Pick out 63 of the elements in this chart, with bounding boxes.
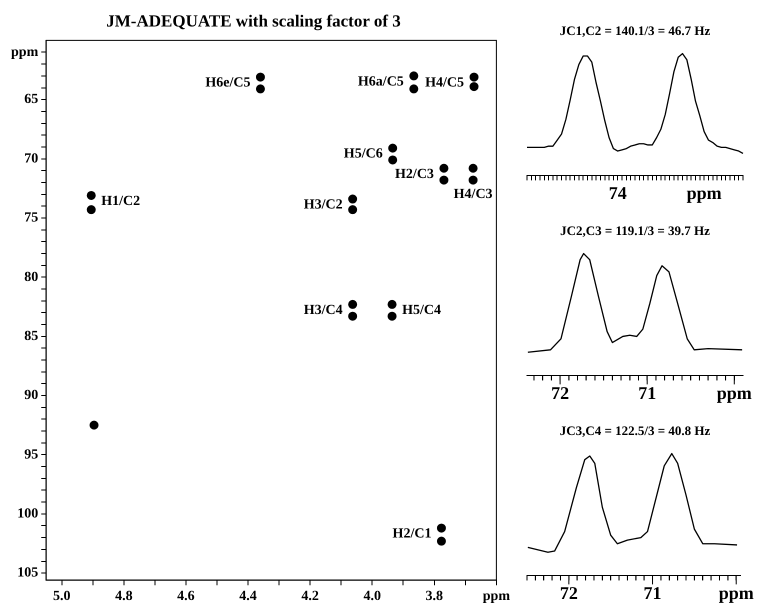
x-tick-label: 4.4 [239, 589, 257, 604]
point [388, 312, 397, 321]
point [388, 144, 398, 153]
point [439, 164, 448, 173]
y-tick-label: 65 [24, 92, 38, 108]
x-tick-label: ppm [718, 582, 754, 603]
point [86, 190, 96, 200]
x-tick-label: ppm [482, 589, 510, 604]
annotation: H2/C1 [392, 526, 432, 542]
point [388, 300, 397, 309]
annotation: H6e/C5 [205, 76, 250, 91]
point [468, 176, 478, 185]
x-tick-label: 4.2 [301, 589, 319, 604]
annotation: H6a/C5 [358, 74, 404, 90]
point [470, 72, 479, 82]
annotation: H1/C2 [101, 194, 140, 210]
x-tick-label: 72 [560, 582, 578, 603]
point [348, 194, 358, 204]
chart-title: JC3,C4 = 122.5/3 = 40.8 Hz [560, 423, 711, 438]
point [388, 155, 398, 164]
x-tick-label: ppm [716, 382, 752, 403]
y-tick-label: 100 [17, 506, 38, 522]
point [348, 205, 358, 214]
y-tick-label: 70 [24, 151, 38, 166]
annotation: H5/C6 [344, 146, 383, 162]
point [439, 176, 448, 185]
x-tick-label: 4.8 [115, 589, 133, 604]
point [256, 84, 265, 94]
annotation: H5/C4 [402, 302, 441, 318]
annotation: H3/C4 [304, 302, 343, 318]
x-tick-label: 71 [638, 382, 656, 403]
y-tick-label: 80 [24, 270, 38, 285]
annotation: H2/C3 [395, 166, 434, 182]
chart-title: JC2,C3 = 119.1/3 = 39.7 Hz [560, 223, 710, 238]
point [90, 420, 99, 430]
point [409, 84, 418, 94]
x-tick-label: 71 [644, 582, 662, 603]
y-tick-label: 90 [24, 388, 38, 404]
x-tick-label: 5.0 [53, 589, 71, 604]
x-tick-label: 72 [551, 382, 570, 403]
y-tick-label: 105 [17, 566, 38, 581]
point [409, 71, 418, 80]
chart-title: JM-ADEQUATE with scaling factor of 3 [106, 12, 401, 31]
y-tick-label: 85 [24, 328, 38, 344]
annotation: H3/C2 [304, 198, 343, 213]
point [348, 312, 358, 321]
point [348, 300, 358, 309]
point [468, 164, 478, 173]
x-tick-label: 3.8 [426, 589, 444, 604]
x-tick-label: 4.6 [177, 589, 195, 604]
y-tick-label: 75 [24, 210, 38, 226]
point [86, 205, 96, 214]
annotation: H4/C3 [454, 186, 493, 202]
chart-title: JC1,C2 = 140.1/3 = 46.7 Hz [560, 23, 711, 38]
y-tick-label: 95 [24, 447, 38, 462]
point [436, 536, 446, 546]
y-tick-label: ppm [11, 44, 39, 60]
point [256, 72, 265, 82]
annotation: H4/C5 [425, 76, 464, 91]
point [436, 524, 446, 533]
x-tick-label: 74 [608, 182, 627, 203]
point [470, 82, 479, 92]
x-tick-label: 4.0 [363, 589, 381, 604]
